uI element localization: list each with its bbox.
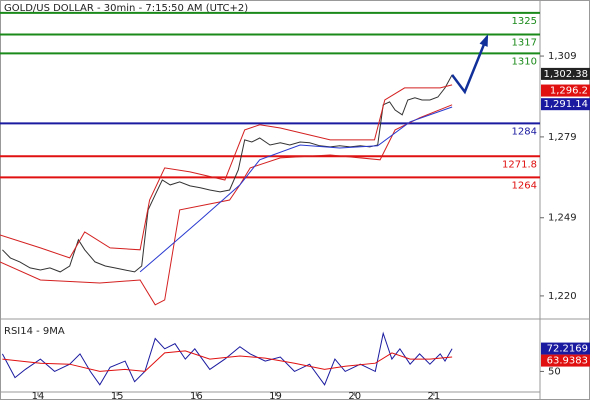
x-tick-label: 15 [111, 391, 124, 400]
x-tick-label: 16 [190, 391, 203, 400]
level-label: 1325 [512, 16, 537, 27]
price-badge [541, 84, 590, 97]
x-tick-label: 21 [428, 391, 441, 400]
y-tick-label: 50 [548, 366, 561, 377]
projection-arrow [451, 36, 489, 95]
price-badge-label: 1,302.38 [543, 69, 588, 80]
series-line [2, 350, 453, 372]
level-label: 1271.8 [502, 159, 537, 170]
level-label: 1284 [512, 126, 537, 137]
price-badge [541, 67, 590, 80]
series-line [139, 106, 453, 273]
price-badge [541, 98, 590, 111]
price-badge [541, 354, 590, 367]
y-tick-label: 1,279 [548, 132, 577, 143]
price-badge-label: 72.2169 [547, 344, 588, 355]
price-badge-label: 1,296.2 [550, 86, 588, 97]
series-line [0, 84, 453, 259]
y-tick-label: 1,249 [548, 213, 577, 224]
panel-title: RSI14 - 9MA [4, 326, 65, 337]
level-label: 1310 [512, 56, 537, 67]
price-badge [541, 342, 590, 355]
price-badge-label: 1,291.14 [543, 99, 588, 110]
arrow-head [479, 34, 489, 47]
level-label: 1317 [512, 37, 537, 48]
series-line [2, 74, 453, 273]
level-label: 1264 [512, 180, 537, 191]
y-tick-label: 1,220 [548, 291, 577, 302]
series-line [0, 104, 453, 306]
panel-title: GOLD/US DOLLAR - 30min - 7:15:50 AM (UTC… [4, 3, 248, 14]
x-tick-label: 20 [348, 391, 361, 400]
price-badge-label: 63.9383 [547, 356, 588, 367]
y-tick-label: 1,309 [548, 51, 577, 62]
x-tick-label: 19 [269, 391, 282, 400]
series-line [1, 331, 453, 386]
x-tick-label: 14 [32, 391, 45, 400]
